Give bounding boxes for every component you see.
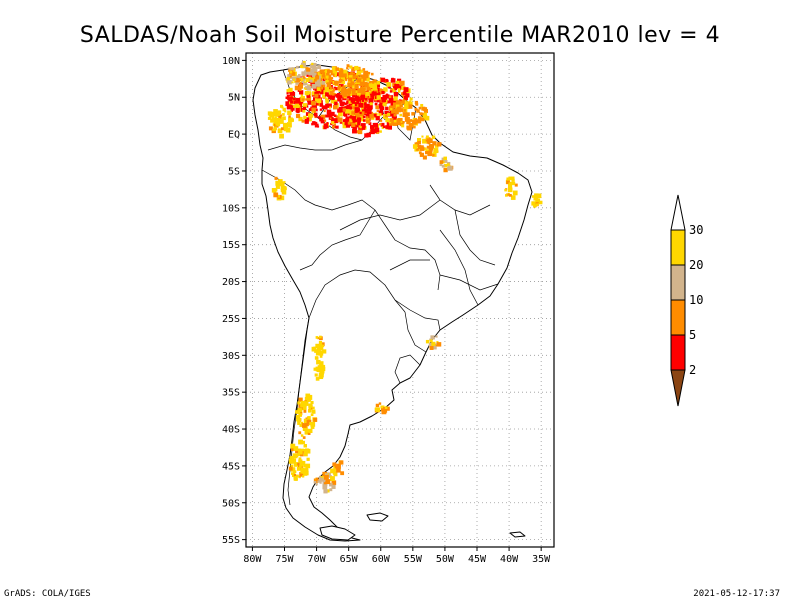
colorbar-label: 5 — [689, 328, 696, 342]
colorbar-label: 20 — [689, 258, 703, 272]
anomaly-patch — [439, 156, 454, 173]
colorbar-label: 2 — [689, 363, 696, 377]
y-tick-label: 10S — [222, 203, 240, 214]
y-tick-label: 45S — [222, 461, 240, 472]
anomaly-patch — [267, 104, 294, 139]
x-tick-label: 70W — [308, 554, 327, 565]
x-tick-label: 50W — [436, 554, 455, 565]
colorbar-label: 30 — [689, 223, 703, 237]
colorbar-segment — [670, 264, 686, 301]
soil-moisture-anomaly-layer — [267, 60, 543, 494]
x-tick-label: 40W — [500, 554, 519, 565]
anomaly-patch — [531, 193, 543, 208]
x-tick-label: 75W — [275, 554, 294, 565]
colorbar-segment — [670, 229, 686, 266]
x-tick-label: 65W — [340, 554, 359, 565]
latitude-axis: 10N 5N EQ 5S 10S 15S 20S 25S 30S 35S 40S 45S 50S 55S — [222, 56, 246, 546]
longitude-axis: 80W 75W 70W 65W 60W 55W 50W 45W 40W 35W — [243, 547, 551, 565]
y-tick-label: EQ — [228, 130, 240, 141]
anomaly-patch — [295, 393, 318, 439]
colorbar-segment — [670, 299, 686, 336]
anomaly-patch — [412, 135, 442, 160]
y-tick-label: 20S — [222, 277, 240, 288]
anomaly-patch — [504, 176, 518, 200]
x-tick-label: 55W — [404, 554, 423, 565]
y-tick-label: 50S — [222, 498, 240, 509]
map-frame — [245, 52, 555, 548]
footer-credit: GrADS: COLA/IGES — [4, 589, 91, 599]
anomaly-patch — [374, 402, 390, 415]
y-tick-label: 15S — [222, 240, 240, 251]
map-title: SALDAS/Noah Soil Moisture Percentile MAR… — [80, 23, 720, 48]
anomaly-patch — [425, 335, 442, 350]
anomaly-patch — [288, 439, 311, 481]
colorbar-segment — [670, 334, 686, 371]
y-tick-label: 55S — [222, 535, 240, 546]
y-tick-label: 25S — [222, 314, 240, 325]
falkland-islands — [366, 512, 389, 522]
map-plot-area: 10N5NEQ5S10S15S20S25S30S35S40S45S50S55S … — [222, 52, 555, 565]
y-tick-label: 30S — [222, 351, 240, 362]
anomaly-patch — [311, 335, 327, 381]
y-tick-label: 35S — [222, 388, 240, 399]
x-tick-label: 35W — [532, 554, 551, 565]
x-tick-label: 80W — [243, 554, 262, 565]
anomaly-patch — [313, 471, 337, 494]
colorbar-bottom-arrow — [670, 369, 686, 407]
anomaly-patch — [271, 176, 287, 201]
colorbar-top-arrow — [670, 194, 686, 231]
tierra-del-fuego — [319, 525, 356, 541]
colorbar: 30 20 10 5 2 — [670, 194, 703, 407]
y-tick-label: 5N — [228, 93, 240, 104]
anomaly-patch — [330, 460, 345, 477]
south-georgia-island — [509, 531, 526, 538]
x-tick-label: 45W — [468, 554, 487, 565]
y-tick-label: 40S — [222, 425, 240, 436]
y-tick-label: 10N — [222, 56, 240, 67]
colorbar-label: 10 — [689, 293, 703, 307]
anomaly-patch — [388, 97, 430, 131]
footer-timestamp: 2021-05-12-17:37 — [693, 589, 780, 599]
anomaly-patch — [285, 60, 326, 91]
x-tick-label: 60W — [372, 554, 391, 565]
y-tick-label: 5S — [228, 166, 240, 177]
